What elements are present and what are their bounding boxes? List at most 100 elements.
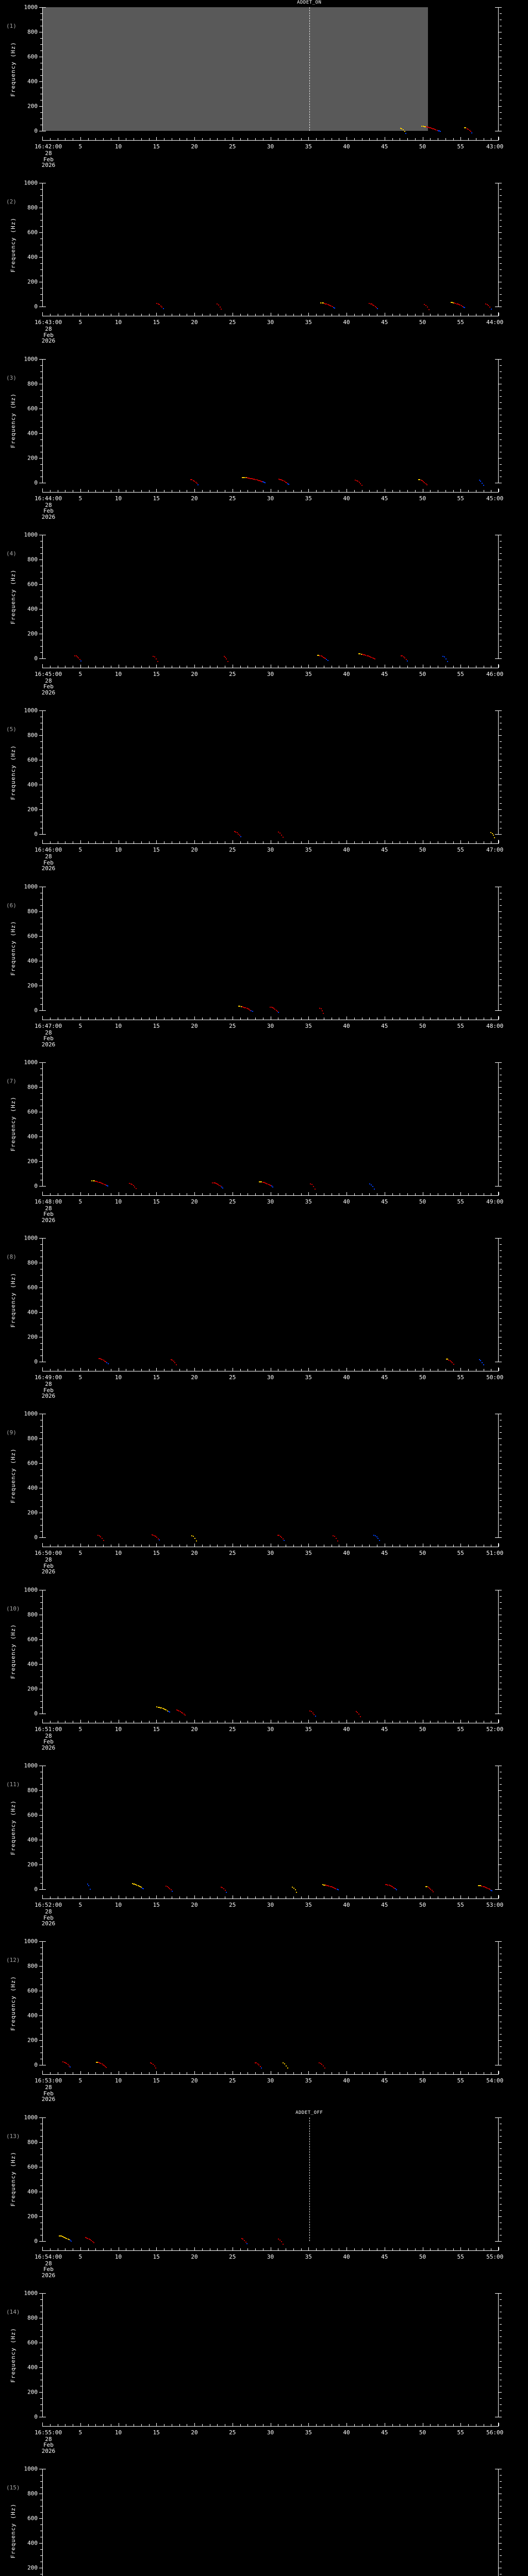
y-tick-minor-right xyxy=(500,396,502,397)
y-tick-label: 600 xyxy=(27,1636,38,1643)
trace-segment xyxy=(66,2238,68,2239)
trace-segment xyxy=(88,1885,90,1887)
x-tick-minor xyxy=(179,2424,180,2426)
x-tick-label: 40 xyxy=(343,846,350,854)
x-tick-major xyxy=(156,1544,157,1547)
trace-segment xyxy=(394,1887,395,1889)
x-axis-5: 16:46:00 5 10 15 20 25 30 35 40 45 50 55 47:00 28 Feb… xyxy=(35,840,503,871)
x-tick-label: 35 xyxy=(305,2429,312,2436)
trace-segment xyxy=(154,2065,155,2067)
axis-cap xyxy=(42,1062,46,1063)
x-tick-label: 5 xyxy=(78,1550,82,1557)
x-tick-minor xyxy=(148,2072,150,2075)
x-tick-major xyxy=(460,1719,461,1723)
x-tick-minor xyxy=(103,665,104,668)
trace-segment xyxy=(282,1538,284,1539)
trace-segment xyxy=(424,304,425,306)
x-tick-minor xyxy=(293,138,294,140)
y-tick-minor-right xyxy=(500,2361,502,2362)
y-tick-minor-right xyxy=(500,1608,502,1609)
trace-segment xyxy=(157,1706,159,1708)
x-tick-minor xyxy=(407,2072,408,2075)
x-tick-label: 50 xyxy=(419,2253,426,2260)
trace-segment xyxy=(260,480,261,482)
x-tick-minor xyxy=(88,2072,89,2075)
trace-segment xyxy=(92,2241,93,2243)
y-tick-label: 800 xyxy=(27,1435,38,1442)
x-tick-minor xyxy=(217,314,218,316)
trace-segment xyxy=(260,2067,262,2069)
x-tick-minor xyxy=(148,138,150,140)
trace-segment xyxy=(278,1535,280,1536)
plot-area-14: 0 200 400 600 800 1000 xyxy=(24,2290,502,2420)
whistler-trace xyxy=(85,2237,94,2244)
trace-segment xyxy=(271,1185,273,1187)
x-tick-minor xyxy=(202,2424,203,2426)
y-tick-label: 400 xyxy=(27,1484,38,1492)
y-axis-right-spine xyxy=(498,359,499,483)
trace-segment xyxy=(104,1360,105,1362)
y-tick-minor-right xyxy=(500,1707,502,1708)
y-tick-minor-right xyxy=(500,195,502,196)
y-tick-minor xyxy=(40,979,42,980)
x-tick-label: 30 xyxy=(267,1902,274,1908)
x-tick-minor xyxy=(415,665,416,668)
x-tick-label: 5 xyxy=(78,1902,82,1908)
y-tick-minor-right xyxy=(500,899,502,900)
x-tick-label: 35 xyxy=(305,1374,312,1381)
x-tick-minor xyxy=(217,1720,218,1723)
y-tick-label: 0 xyxy=(34,2238,38,2245)
x-tick-minor xyxy=(103,1545,104,1547)
plot-panel-15: Frequency (Hz)(15)0200400600800100016:56… xyxy=(0,2462,528,2576)
trace-segment xyxy=(425,304,427,306)
x-tick-minor xyxy=(88,1369,89,1371)
y-tick-minor-right xyxy=(500,1827,502,1828)
y-tick-minor xyxy=(40,38,42,39)
trace-segment xyxy=(176,1709,177,1711)
x-tick-minor xyxy=(148,1545,150,1547)
trace-segment xyxy=(318,654,320,656)
trace-segment xyxy=(371,1184,372,1185)
trace-segment xyxy=(423,126,425,127)
whistler-trace xyxy=(97,1535,104,1542)
y-tick-label: 200 xyxy=(27,1861,38,1868)
x-tick-minor xyxy=(407,1017,408,1020)
y-tick-label: 400 xyxy=(27,78,38,85)
trace-segment xyxy=(478,1359,480,1361)
whistler-trace xyxy=(254,2062,262,2070)
y-axis-title-text: Frequency (Hz) xyxy=(9,1096,16,1152)
x-tick-label: 20 xyxy=(191,2077,198,2084)
x-tick-label: 55 xyxy=(457,1725,464,1733)
x-tick-label: 30 xyxy=(267,2077,274,2084)
trace-segment xyxy=(59,2235,61,2236)
x-tick-major xyxy=(42,1192,43,1195)
trace-segment xyxy=(487,1888,488,1889)
trace-segment xyxy=(166,1709,167,1711)
trace-segment xyxy=(97,1181,98,1182)
trace-segment xyxy=(333,307,334,308)
y-axis-right-spine xyxy=(498,1414,499,1538)
y-tick-major xyxy=(39,257,42,258)
x-tick-minor xyxy=(407,841,408,844)
x-tick-minor xyxy=(50,1193,51,1195)
trace-segment xyxy=(366,655,368,656)
y-tick-label: 800 xyxy=(27,1962,38,1970)
y-tick-minor xyxy=(40,967,42,968)
x-tick-minor xyxy=(88,665,89,668)
x-tick-label: 45 xyxy=(381,1725,388,1733)
y-tick-label: 1000 xyxy=(24,355,38,363)
x-tick-label: 50 xyxy=(419,846,426,854)
plot-area-2: 0 200 400 600 800 1000 xyxy=(24,180,502,311)
y-axis-title-text: Frequency (Hz) xyxy=(9,1975,16,2031)
trace-segment xyxy=(172,1891,173,1892)
x-tick-major xyxy=(308,1368,309,1371)
trace-segment xyxy=(463,306,464,308)
x-tick-label: 10 xyxy=(114,1022,122,1029)
x-tick-label: 40 xyxy=(343,1902,350,1908)
trace-segment xyxy=(360,483,361,484)
trace-segment xyxy=(282,2062,284,2064)
x-axis-date-label: 28 Feb 2026 xyxy=(41,853,56,872)
x-tick-minor xyxy=(468,2424,469,2426)
whistler-trace xyxy=(98,1358,109,1365)
plot-area-12: 0 200 400 600 800 1000 xyxy=(24,1938,502,2069)
